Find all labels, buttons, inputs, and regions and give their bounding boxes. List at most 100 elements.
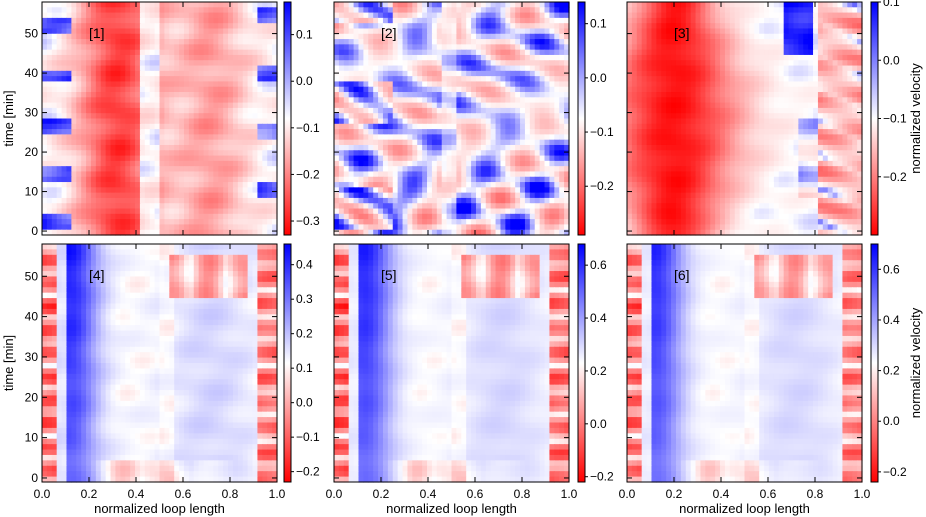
heatmap-cell — [720, 60, 726, 67]
heatmap-cell — [100, 229, 107, 236]
heatmap-cell — [86, 187, 92, 194]
heatmap-cell — [42, 144, 48, 151]
heatmap-cell — [554, 33, 560, 40]
heatmap-cell — [690, 44, 697, 51]
heatmap-cell — [646, 23, 653, 30]
heatmap-cell — [412, 39, 418, 45]
heatmap-cell — [198, 224, 205, 231]
heatmap-cell — [262, 7, 268, 14]
heatmap-cell — [685, 2, 692, 8]
heatmap-cell — [242, 54, 249, 61]
heatmap-cell — [441, 150, 448, 157]
heatmap-cell — [208, 208, 214, 215]
heatmap-cell — [549, 123, 555, 130]
heatmap-cell — [510, 144, 516, 151]
heatmap-cell — [661, 76, 667, 83]
heatmap-cell — [373, 60, 379, 67]
heatmap-cell — [198, 182, 205, 188]
heatmap-cell — [348, 166, 355, 173]
heatmap-cell — [247, 97, 254, 104]
heatmap-cell — [724, 33, 731, 40]
heatmap-cell — [257, 139, 263, 146]
heatmap-cell — [524, 113, 531, 120]
heatmap-cell — [42, 23, 48, 30]
heatmap-cell — [808, 49, 814, 56]
heatmap-cell — [549, 92, 555, 98]
heatmap-cell — [710, 23, 716, 30]
heatmap-cell — [338, 86, 345, 93]
heatmap-cell — [76, 39, 82, 45]
heatmap-cell — [42, 12, 48, 19]
heatmap-cell — [90, 118, 97, 125]
heatmap-cell — [436, 33, 443, 40]
heatmap-cell — [252, 197, 259, 204]
heatmap-cell — [135, 224, 141, 231]
heatmap-cell — [461, 155, 467, 162]
heatmap-cell — [358, 92, 364, 98]
heatmap-cell — [125, 213, 131, 220]
heatmap-cell — [422, 17, 428, 24]
heatmap-cell — [193, 86, 200, 93]
heatmap-cell — [549, 17, 555, 24]
heatmap-cell — [690, 54, 697, 61]
heatmap-cell — [559, 192, 565, 199]
heatmap-cell — [208, 203, 214, 210]
heatmap-cell — [125, 54, 131, 61]
heatmap-cell — [149, 92, 156, 98]
heatmap-cell — [641, 23, 648, 30]
heatmap-cell — [705, 65, 711, 72]
heatmap-cell — [130, 150, 136, 157]
heatmap-cell — [661, 12, 667, 19]
heatmap-cell — [66, 107, 72, 114]
heatmap-cell — [724, 70, 731, 77]
heatmap-cell — [378, 129, 384, 135]
heatmap-cell — [247, 39, 254, 45]
heatmap-cell — [813, 28, 819, 35]
heatmap-cell — [139, 86, 146, 93]
heatmap-cell — [348, 134, 355, 141]
heatmap-cell — [232, 197, 239, 204]
heatmap-cell — [402, 219, 409, 226]
heatmap-cell — [431, 213, 438, 220]
heatmap-cell — [480, 150, 487, 157]
heatmap-cell — [110, 102, 117, 109]
heatmap-cell — [188, 70, 195, 77]
heatmap-cell — [754, 44, 760, 51]
heatmap-cell — [338, 203, 345, 210]
heatmap-cell — [554, 23, 560, 30]
heatmap-cell — [90, 134, 97, 141]
heatmap-cell — [363, 39, 369, 45]
heatmap-cell — [338, 44, 345, 51]
heatmap-cell — [95, 187, 102, 194]
heatmap-cell — [120, 12, 126, 19]
heatmap-cell — [446, 118, 453, 125]
heatmap-cell — [139, 219, 146, 226]
heatmap-cell — [252, 144, 259, 151]
heatmap-cell — [61, 192, 68, 199]
heatmap-cell — [559, 102, 565, 109]
heatmap-cell — [422, 76, 428, 83]
heatmap-cell — [183, 134, 190, 141]
heatmap-cell — [61, 39, 68, 45]
heatmap-cell — [768, 54, 775, 61]
heatmap-cell — [441, 60, 448, 67]
heatmap-cell — [373, 65, 379, 72]
heatmap-cell — [739, 33, 746, 40]
heatmap-cell — [154, 28, 161, 35]
heatmap-cell — [471, 23, 477, 30]
heatmap-cell — [412, 224, 418, 231]
heatmap-cell — [247, 33, 254, 40]
heatmap-cell — [446, 197, 453, 204]
heatmap-cell — [343, 123, 350, 130]
heatmap-cell — [267, 118, 273, 125]
heatmap-cell — [451, 203, 457, 210]
heatmap-cell — [144, 2, 151, 8]
heatmap-cell — [353, 192, 360, 199]
heatmap-cell — [213, 113, 219, 120]
heatmap-cell — [71, 118, 77, 125]
heatmap-cell — [179, 139, 185, 146]
heatmap-cell — [515, 197, 521, 204]
heatmap-cell — [232, 192, 239, 199]
heatmap-cell — [412, 86, 418, 93]
heatmap-cell — [441, 28, 448, 35]
